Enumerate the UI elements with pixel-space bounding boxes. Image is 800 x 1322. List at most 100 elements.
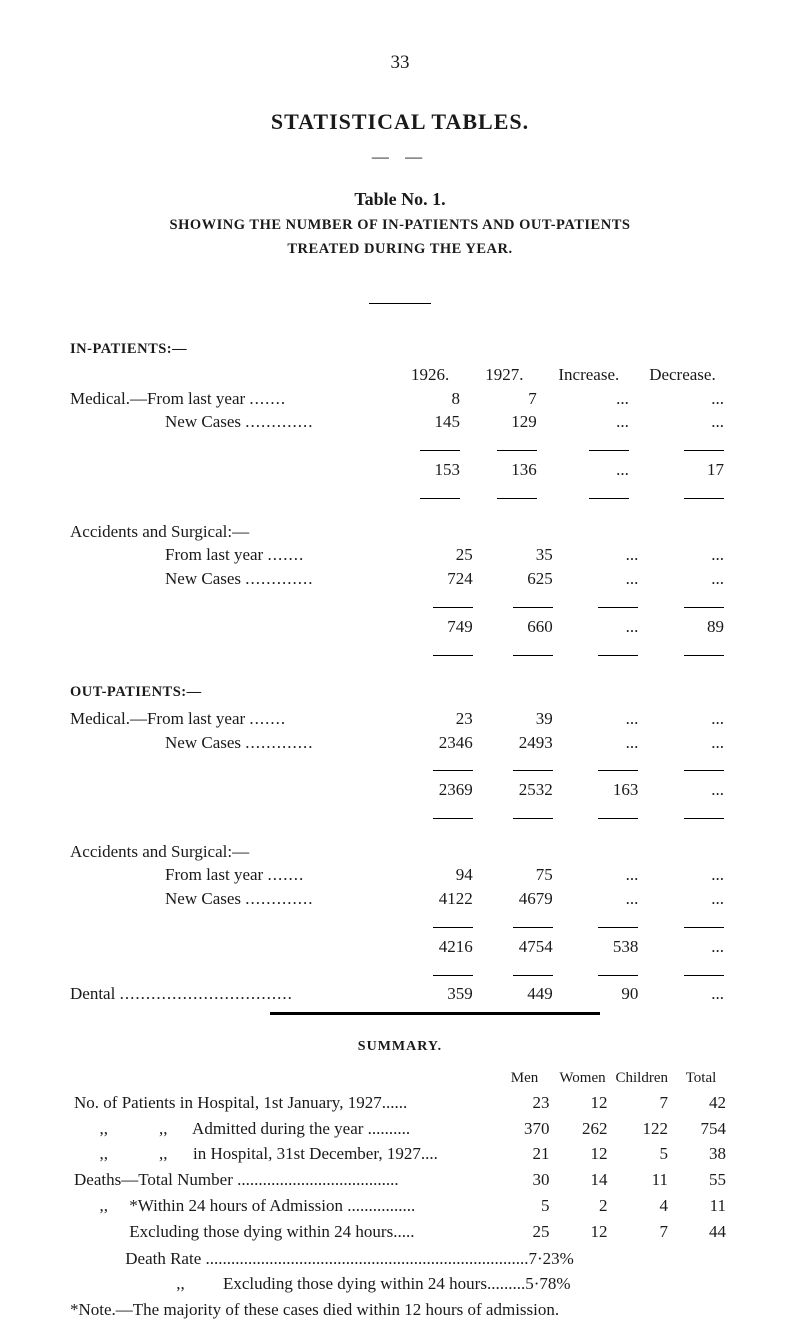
col-men: Men xyxy=(496,1067,554,1090)
cell-value: 38 xyxy=(672,1141,730,1167)
summary-label: Deaths—Total Number ....................… xyxy=(70,1167,496,1193)
table-row: New Cases ............. 724 625 ... ... xyxy=(70,567,730,591)
cell-value: 5 xyxy=(496,1193,554,1219)
table-number: Table No. 1. xyxy=(70,187,730,212)
row-label: New Cases xyxy=(165,889,241,908)
summary-table: Men Women Children Total No. of Patients… xyxy=(70,1067,730,1245)
table-row: New Cases ............. 145 129 ... ... xyxy=(70,410,730,434)
cell-value: 30 xyxy=(496,1167,554,1193)
cell-value: ... xyxy=(684,935,724,959)
cell-value: 660 xyxy=(513,615,553,639)
summary-label: No. of Patients in Hospital, 1st January… xyxy=(70,1090,496,1116)
cell-value: 23 xyxy=(496,1090,554,1116)
rule-row xyxy=(70,754,730,778)
cell-value: ... xyxy=(598,707,638,731)
cell-value: 129 xyxy=(497,410,537,434)
cell-value: 370 xyxy=(496,1116,554,1142)
cell-value: 94 xyxy=(433,863,473,887)
cell-value: ... xyxy=(684,707,724,731)
summary-label: ,, ,, Admitted during the year .........… xyxy=(70,1116,496,1142)
summary-label: ,, *Within 24 hours of Admission .......… xyxy=(70,1193,496,1219)
summary-row: No. of Patients in Hospital, 1st January… xyxy=(70,1090,730,1116)
cell-value: ... xyxy=(684,387,724,411)
col-1927: 1927. xyxy=(466,363,543,387)
cell-value: ... xyxy=(684,887,724,911)
cell-value: ... xyxy=(684,982,724,1006)
cell-value: 7 xyxy=(612,1219,673,1245)
cell-value: 17 xyxy=(684,458,724,482)
rule-row xyxy=(70,591,730,615)
cell-value: 4 xyxy=(612,1193,673,1219)
cell-value: 449 xyxy=(513,982,553,1006)
cell-value: ... xyxy=(598,543,638,567)
cell-value: 12 xyxy=(554,1090,612,1116)
subtitle-line1: SHOWING THE NUMBER OF IN-PATIENTS AND OU… xyxy=(170,217,631,233)
summary-row: Excluding those dying within 24 hours...… xyxy=(70,1219,730,1245)
table-row-total: 153 136 ... 17 xyxy=(70,458,730,482)
cell-value: ... xyxy=(589,410,629,434)
cell-value: 89 xyxy=(684,615,724,639)
cell-value: ... xyxy=(684,567,724,591)
cell-value: ... xyxy=(598,863,638,887)
table-row: New Cases ............. 2346 2493 ... ..… xyxy=(70,731,730,755)
table-row: New Cases ............. 4122 4679 ... ..… xyxy=(70,887,730,911)
cell-value: 625 xyxy=(513,567,553,591)
heavy-rule xyxy=(270,1012,600,1015)
cell-value: ... xyxy=(589,387,629,411)
rule-row xyxy=(70,911,730,935)
rule-row xyxy=(70,434,730,458)
rule-row xyxy=(70,802,730,826)
cell-value: 2369 xyxy=(433,778,473,802)
cell-value: ... xyxy=(684,731,724,755)
cell-value: 39 xyxy=(513,707,553,731)
subtitle: SHOWING THE NUMBER OF IN-PATIENTS AND OU… xyxy=(70,214,730,260)
table-row-total: 2369 2532 163 ... xyxy=(70,778,730,802)
cell-value: 35 xyxy=(513,543,553,567)
cell-value: 2 xyxy=(554,1193,612,1219)
cell-value: 75 xyxy=(513,863,553,887)
table-row-dental: Dental .................................… xyxy=(70,982,730,1006)
cell-value: 25 xyxy=(496,1219,554,1245)
cell-value: ... xyxy=(684,863,724,887)
row-label: From last year xyxy=(165,865,263,884)
rule-row xyxy=(70,639,730,663)
cell-value: 2346 xyxy=(433,731,473,755)
row-label: Dental xyxy=(70,984,115,1003)
cell-value: 163 xyxy=(598,778,638,802)
table-row: Accidents and Surgical:— xyxy=(70,520,730,544)
cell-value: 122 xyxy=(612,1116,673,1142)
subtitle-line2: TREATED DURING THE YEAR. xyxy=(287,241,512,257)
summary-heading: SUMMARY. xyxy=(70,1037,730,1057)
table-row-total: 4216 4754 538 ... xyxy=(70,935,730,959)
footnote: *Note.—The majority of these cases died … xyxy=(70,1298,730,1322)
main-title: STATISTICAL TABLES. xyxy=(70,107,730,138)
cell-value: 11 xyxy=(672,1193,730,1219)
summary-row: ,, *Within 24 hours of Admission .......… xyxy=(70,1193,730,1219)
cell-value: 145 xyxy=(420,410,460,434)
cell-value: 44 xyxy=(672,1219,730,1245)
cell-value: 4679 xyxy=(513,887,553,911)
cell-value: 359 xyxy=(433,982,473,1006)
cell-value: 4754 xyxy=(513,935,553,959)
title-underline: — — xyxy=(70,145,730,169)
cell-value: ... xyxy=(598,567,638,591)
summary-row: Deaths—Total Number ....................… xyxy=(70,1167,730,1193)
excluding-line: ,, Excluding those dying within 24 hours… xyxy=(70,1272,730,1296)
table-row: Medical.—From last year ....... 23 39 ..… xyxy=(70,707,730,731)
cell-value: 4122 xyxy=(433,887,473,911)
cell-value: ... xyxy=(589,458,629,482)
cell-value: ... xyxy=(598,615,638,639)
rule-row xyxy=(70,959,730,983)
cell-value: 25 xyxy=(433,543,473,567)
cell-value: 7 xyxy=(497,387,537,411)
cell-value: 12 xyxy=(554,1141,612,1167)
summary-label: ,, ,, in Hospital, 31st December, 1927..… xyxy=(70,1141,496,1167)
cell-value: 724 xyxy=(433,567,473,591)
col-1926: 1926. xyxy=(394,363,466,387)
stats-table-out-medical: Medical.—From last year ....... 23 39 ..… xyxy=(70,707,730,826)
cell-value: ... xyxy=(598,887,638,911)
col-total: Total xyxy=(672,1067,730,1090)
row-label: From last year xyxy=(165,545,263,564)
cell-value: 12 xyxy=(554,1219,612,1245)
table-row: From last year ....... 25 35 ... ... xyxy=(70,543,730,567)
